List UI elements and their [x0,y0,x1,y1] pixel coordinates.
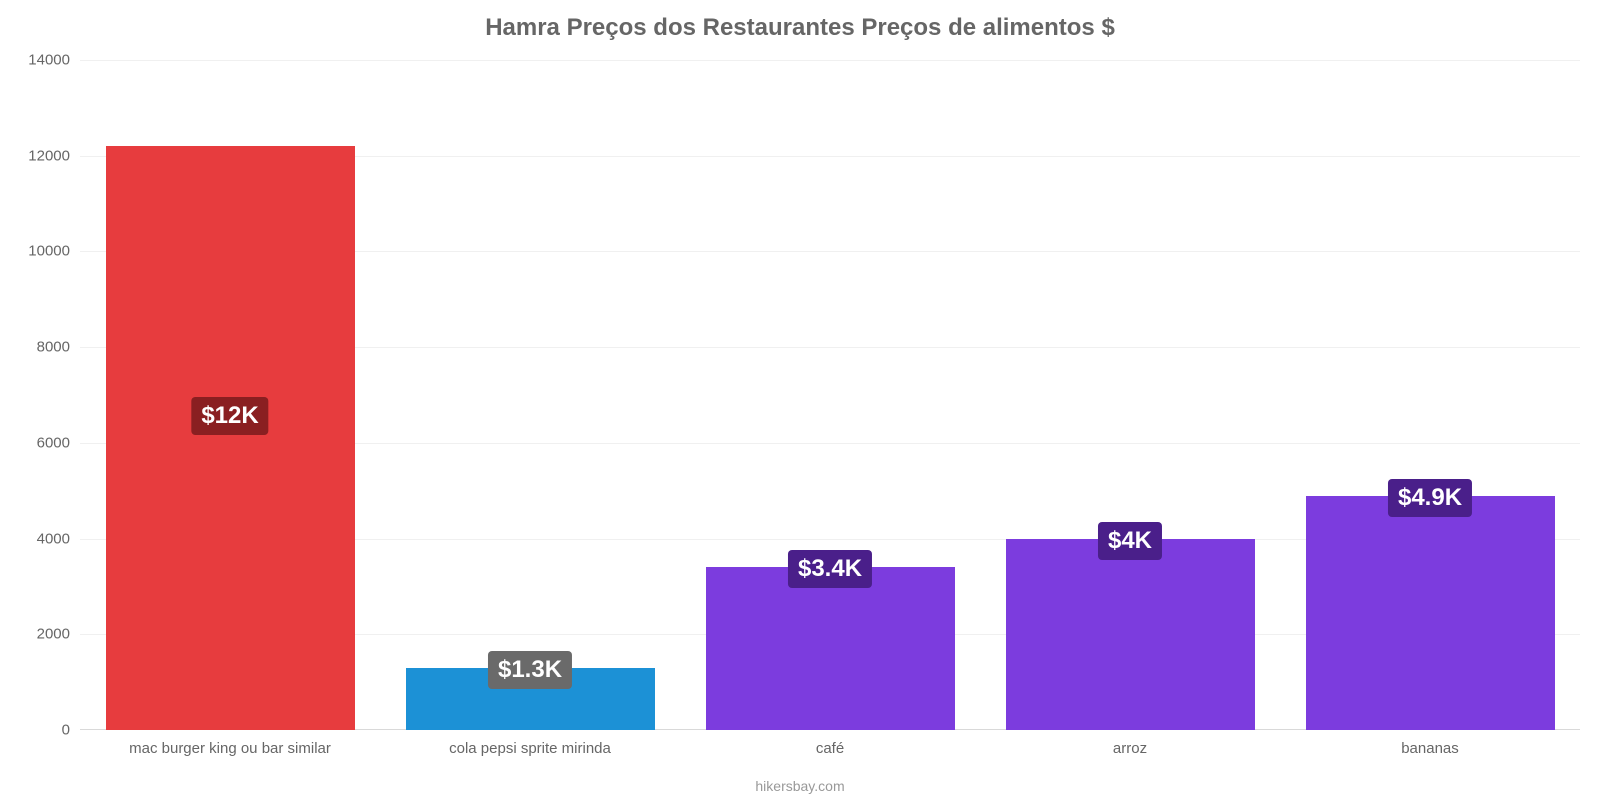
bar: $12K [106,146,355,730]
y-tick-label: 0 [62,722,80,739]
bar-slot: $12Kmac burger king ou bar similar [80,60,380,730]
bar-slot: $1.3Kcola pepsi sprite mirinda [380,60,680,730]
x-tick-label: bananas [1401,730,1459,757]
x-tick-label: café [816,730,844,757]
y-tick-label: 2000 [37,626,80,643]
bar: $1.3K [406,668,655,730]
bar-value-label: $4.9K [1388,479,1472,517]
x-tick-label: mac burger king ou bar similar [129,730,331,757]
bar-slot: $4.9Kbananas [1280,60,1580,730]
bar-slot: $3.4Kcafé [680,60,980,730]
y-tick-label: 4000 [37,530,80,547]
bar: $4K [1006,539,1255,730]
bar-value-label: $1.3K [488,651,572,689]
bar: $4.9K [1306,496,1555,731]
chart-container: Hamra Preços dos Restaurantes Preços de … [0,0,1600,800]
y-tick-label: 6000 [37,434,80,451]
bar-value-label: $3.4K [788,550,872,588]
bars-group: $12Kmac burger king ou bar similar$1.3Kc… [80,60,1580,730]
chart-title: Hamra Preços dos Restaurantes Preços de … [0,14,1600,42]
plot-area: $12Kmac burger king ou bar similar$1.3Kc… [80,60,1580,730]
x-tick-label: arroz [1113,730,1147,757]
bar-value-label: $12K [191,397,268,435]
y-tick-label: 8000 [37,339,80,356]
bar-slot: $4Karroz [980,60,1280,730]
y-tick-label: 10000 [28,243,80,260]
y-tick-label: 14000 [28,52,80,69]
bar: $3.4K [706,567,955,730]
x-tick-label: cola pepsi sprite mirinda [449,730,611,757]
bar-value-label: $4K [1098,522,1162,560]
source-label: hikersbay.com [0,778,1600,794]
y-tick-label: 12000 [28,147,80,164]
